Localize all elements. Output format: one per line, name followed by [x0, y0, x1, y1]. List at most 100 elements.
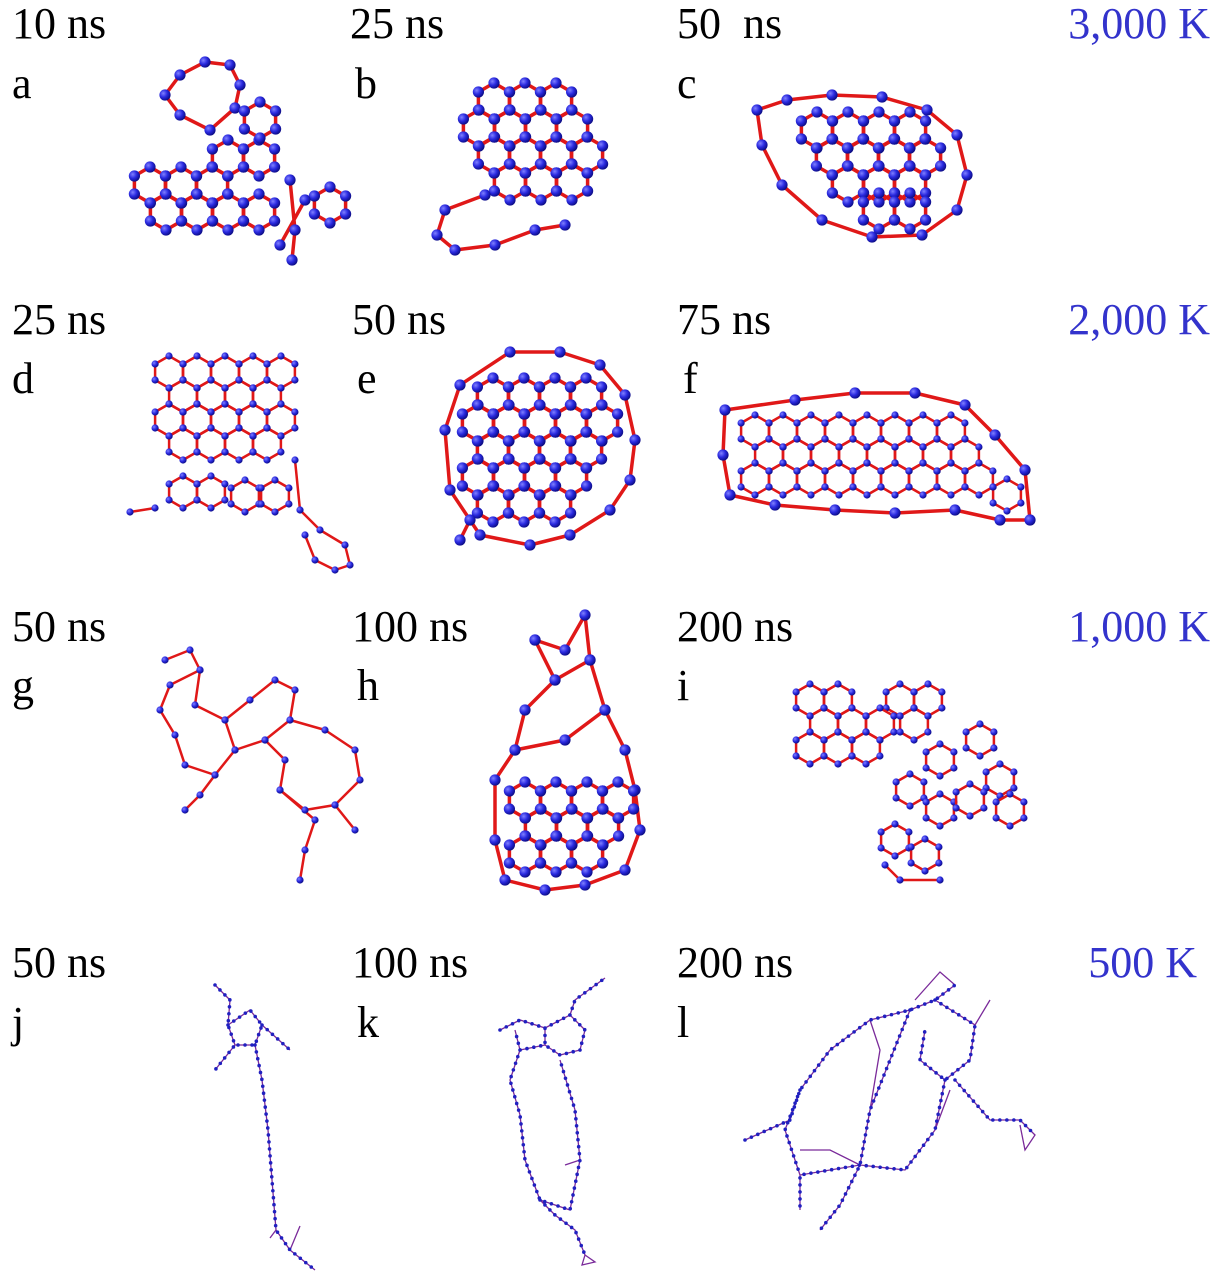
panel-letter: b	[355, 59, 377, 108]
panel-letter: l	[677, 998, 689, 1047]
carbon-ring	[509, 836, 540, 872]
carbon-chain	[745, 972, 1035, 1230]
carbon-ring	[894, 166, 925, 202]
time-label: 25 ns	[350, 0, 444, 48]
carbon-ring	[494, 164, 525, 200]
carbon-ring	[181, 194, 212, 230]
carbon-ring	[996, 794, 1024, 826]
panel-letter: a	[12, 59, 32, 108]
carbon-chain	[437, 195, 565, 250]
time-label: 50 ns	[677, 0, 782, 48]
carbon-ring	[881, 463, 909, 495]
molecule-l	[745, 972, 1035, 1230]
molecule-i	[796, 684, 1024, 880]
page: {"rows": [ {"temperature": "3,000 K", "p…	[0, 0, 1224, 1274]
carbon-ring	[993, 479, 1021, 511]
carbon-ring	[261, 480, 289, 512]
panel-letter: h	[357, 661, 379, 710]
molecule-a	[134, 62, 345, 260]
carbon-ring	[525, 164, 556, 200]
carbon-ring	[894, 193, 925, 229]
time-label: 100 ns	[352, 602, 468, 651]
panel-letter: g	[12, 661, 34, 710]
molecule-f	[723, 393, 1030, 520]
time-label: 25 ns	[12, 295, 106, 344]
panel-letter: e	[357, 354, 377, 403]
carbon-ring	[212, 140, 243, 176]
carbon-chain	[500, 978, 605, 1265]
carbon-ring	[966, 724, 994, 756]
carbon-ring	[212, 194, 243, 230]
panel-letter: d	[12, 354, 34, 403]
carbon-chain	[160, 650, 360, 880]
panel-letter: i	[677, 661, 689, 710]
carbon-ring	[150, 194, 181, 230]
carbon-ring	[965, 463, 993, 495]
carbon-ring	[314, 187, 345, 223]
temperature-label: 1,000 K	[1068, 602, 1210, 651]
temperature-label: 500 K	[1088, 938, 1197, 987]
panel-letter: c	[677, 59, 697, 108]
carbon-ring	[832, 166, 863, 202]
time-label: 10 ns	[12, 0, 106, 48]
carbon-ring	[900, 708, 928, 740]
carbon-ring	[253, 428, 281, 460]
carbon-ring	[225, 428, 253, 460]
carbon-ring	[741, 463, 769, 495]
molecule-g	[160, 650, 360, 880]
carbon-chain	[723, 393, 1030, 520]
carbon-ring	[197, 476, 225, 508]
carbon-ring	[863, 193, 894, 229]
temperature-label: 3,000 K	[1068, 0, 1210, 48]
carbon-chain	[130, 460, 350, 570]
molecule-j	[215, 985, 315, 1270]
carbon-ring	[556, 164, 587, 200]
carbon-ring	[769, 463, 797, 495]
carbon-ring	[508, 486, 539, 522]
carbon-ring	[852, 732, 880, 764]
carbon-ring	[896, 774, 924, 806]
time-label: 200 ns	[677, 602, 793, 651]
time-label: 50 ns	[12, 938, 106, 987]
carbon-ring	[986, 764, 1014, 796]
carbon-chain	[745, 985, 1035, 1230]
carbon-chain	[495, 615, 640, 890]
carbon-chain	[500, 978, 605, 1255]
carbon-ring	[909, 463, 937, 495]
carbon-ring	[956, 784, 984, 816]
carbon-ring	[540, 836, 571, 872]
carbon-ring	[231, 480, 259, 512]
carbon-ring	[863, 166, 894, 202]
molecule-c	[757, 95, 967, 237]
time-label: 100 ns	[352, 938, 468, 987]
panel-letter: k	[357, 998, 379, 1047]
carbon-ring	[244, 102, 275, 138]
carbon-ring	[243, 194, 274, 230]
molecule-b	[437, 83, 603, 250]
carbon-ring	[881, 824, 909, 856]
carbon-ring	[169, 476, 197, 508]
carbon-ring	[937, 463, 965, 495]
carbon-ring	[911, 839, 939, 871]
carbon-ring	[825, 463, 853, 495]
carbon-ring	[243, 140, 274, 176]
carbon-ring	[197, 428, 225, 460]
time-label: 75 ns	[677, 295, 771, 344]
panel-letter: f	[683, 354, 698, 403]
carbon-ring	[853, 463, 881, 495]
molecule-e	[445, 352, 635, 545]
molecule-k	[500, 978, 605, 1265]
carbon-ring	[169, 428, 197, 460]
time-label: 200 ns	[677, 938, 793, 987]
carbon-ring	[539, 486, 570, 522]
carbon-ring	[796, 732, 824, 764]
carbon-ring	[571, 836, 602, 872]
carbon-ring	[477, 486, 508, 522]
carbon-ring	[797, 463, 825, 495]
carbon-chain	[280, 180, 305, 260]
carbon-ring	[926, 744, 954, 776]
carbon-chain	[165, 62, 240, 130]
carbon-ring	[824, 732, 852, 764]
molecule-d	[130, 356, 350, 570]
carbon-ring	[926, 794, 954, 826]
